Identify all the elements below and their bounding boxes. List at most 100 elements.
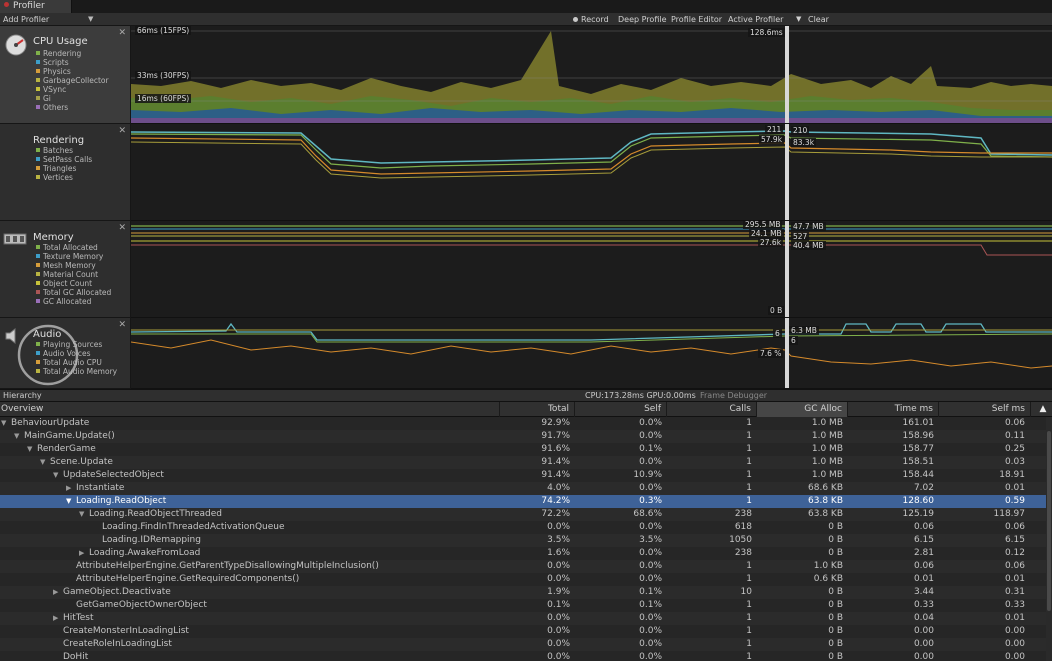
memory-lane-label[interactable]: Memory ✕ Total Allocated Texture Memory … — [0, 221, 131, 318]
legend-item[interactable]: Object Count — [36, 279, 111, 288]
table-row[interactable]: ▶ HitTest 0.0% 0.0% 1 0 B 0.04 0.01 — [0, 612, 1052, 625]
profile-editor-button[interactable]: Profile Editor — [671, 15, 723, 24]
add-profiler-dropdown[interactable]: Add Profiler — [3, 15, 50, 24]
cpu-usage-graph[interactable]: 66ms (15FPS) 33ms (30FPS) 16ms (60FPS) 1… — [131, 26, 1052, 124]
frame-debugger-button[interactable]: Frame Debugger — [700, 391, 768, 400]
collapsed-triangle-icon[interactable]: ▶ — [53, 588, 59, 596]
column-header-time-ms[interactable]: Time ms — [848, 402, 939, 417]
column-header-overview[interactable]: Overview — [0, 402, 500, 417]
table-row[interactable]: CreateRoleInLoadingList 0.0% 0.0% 1 0 B 0.00 0… — [0, 638, 1052, 651]
legend-item[interactable]: GC Allocated — [36, 297, 111, 306]
profiler-tab[interactable]: Profiler — [0, 0, 72, 13]
expanded-triangle-icon[interactable]: ▼ — [14, 432, 20, 440]
cpu-usage-lane-label[interactable]: CPU Usage ✕ Rendering Scripts Physics Ga… — [0, 26, 131, 124]
sort-ascending-icon[interactable]: ▲ — [1039, 404, 1047, 414]
row-self-cell: 0.0% — [639, 639, 662, 649]
collapsed-triangle-icon[interactable]: ▶ — [79, 549, 85, 557]
audio-lane-label[interactable]: Audio ✕ Playing Sources Audio Voices Tot… — [0, 318, 131, 389]
expanded-triangle-icon[interactable]: ▼ — [79, 510, 85, 518]
legend-item[interactable]: Rendering — [36, 49, 109, 58]
row-calls-cell: 1 — [746, 483, 752, 493]
legend-item[interactable]: Physics — [36, 67, 109, 76]
expanded-triangle-icon[interactable]: ▼ — [1, 419, 7, 427]
table-row[interactable]: CreateMonsterInLoadingList 0.0% 0.0% 1 0 B 0.… — [0, 625, 1052, 638]
legend-item[interactable]: Texture Memory — [36, 252, 111, 261]
column-header-self-ms[interactable]: Self ms — [939, 402, 1031, 417]
table-row[interactable]: ▶ Instantiate 4.0% 0.0% 1 68.6 KB 7.02 0.01 — [0, 482, 1052, 495]
row-time-ms-cell: 0.06 — [913, 561, 934, 571]
cpu-lane-close-icon[interactable]: ✕ — [118, 28, 126, 38]
legend-item[interactable]: VSync — [36, 85, 109, 94]
legend-item[interactable]: Triangles — [36, 164, 92, 173]
table-row[interactable]: ▼ Scene.Update 91.4% 0.0% 1 1.0 MB 158.51 0.03 — [0, 456, 1052, 469]
rendering-graph[interactable]: 211 57.9k 210 83.3k — [131, 124, 1052, 221]
scrollbar-thumb[interactable] — [1047, 431, 1051, 611]
rendering-lane-label[interactable]: Rendering ✕ Batches SetPass Calls Triang… — [0, 124, 131, 221]
row-name-cell: ▶ HitTest — [0, 612, 500, 625]
active-profiler-arrow-icon[interactable]: ▼ — [796, 15, 802, 23]
active-profiler-dropdown[interactable]: Active Profiler — [728, 15, 784, 24]
audio-title: Audio — [33, 329, 62, 340]
expanded-triangle-icon[interactable]: ▼ — [40, 458, 46, 466]
legend-item[interactable]: SetPass Calls — [36, 155, 92, 164]
deep-profile-button[interactable]: Deep Profile — [618, 15, 667, 24]
legend-item[interactable]: Playing Sources — [36, 340, 117, 349]
legend-item[interactable]: Scripts — [36, 58, 109, 67]
legend-item[interactable]: Total Audio CPU — [36, 358, 117, 367]
view-mode-dropdown[interactable]: Hierarchy — [3, 391, 42, 400]
legend-swatch — [36, 166, 40, 170]
row-name-cell: CreateMonsterInLoadingList — [0, 625, 500, 638]
memory-lane-close-icon[interactable]: ✕ — [118, 223, 126, 233]
collapsed-triangle-icon[interactable]: ▶ — [53, 614, 59, 622]
legend-item[interactable]: Batches — [36, 146, 92, 155]
legend-item[interactable]: Total GC Allocated — [36, 288, 111, 297]
expanded-triangle-icon[interactable]: ▼ — [53, 471, 59, 479]
table-row[interactable]: ▼ Loading.ReadObjectThreaded 72.2% 68.6% 238… — [0, 508, 1052, 521]
frame-cursor — [785, 124, 789, 220]
legend-item[interactable]: Audio Voices — [36, 349, 117, 358]
legend-item[interactable]: Total Allocated — [36, 243, 111, 252]
table-row[interactable]: AttributeHelperEngine.GetParentTypeDisal… — [0, 560, 1052, 573]
legend-item[interactable]: Others — [36, 103, 109, 112]
row-gc-alloc-cell: 0 B — [828, 535, 843, 545]
table-row[interactable]: ▼ BehaviourUpdate 92.9% 0.0% 1 1.0 MB 161.01 0.… — [0, 417, 1052, 430]
table-row[interactable]: ▶ GameObject.Deactivate 1.9% 0.1% 10 0 B 3.44 0… — [0, 586, 1052, 599]
record-button[interactable]: Record — [573, 13, 609, 26]
legend-item[interactable]: Total Audio Memory — [36, 367, 117, 376]
legend-item[interactable]: Mesh Memory — [36, 261, 111, 270]
column-header-self[interactable]: Self — [575, 402, 667, 417]
memory-value: 0 B — [768, 306, 785, 315]
table-row[interactable]: AttributeHelperEngine.GetRequiredCompone… — [0, 573, 1052, 586]
vertical-scrollbar[interactable] — [1046, 417, 1052, 661]
column-header-gc-alloc[interactable]: GC Alloc — [757, 402, 848, 417]
audio-plot — [131, 318, 1052, 388]
table-row[interactable]: ▼ MainGame.Update() 91.7% 0.0% 1 1.0 MB 158.96… — [0, 430, 1052, 443]
table-row[interactable]: Loading.IDRemapping 3.5% 3.5% 1050 0 B 6.15 6.… — [0, 534, 1052, 547]
column-header-calls[interactable]: Calls — [667, 402, 757, 417]
table-row[interactable]: ▶ Loading.AwakeFromLoad 1.6% 0.0% 238 0 B 2.81… — [0, 547, 1052, 560]
legend-item[interactable]: Gi — [36, 94, 109, 103]
frame-cursor — [785, 26, 789, 123]
table-row[interactable]: ▼ RenderGame 91.6% 0.1% 1 1.0 MB 158.77 0.25 — [0, 443, 1052, 456]
memory-graph[interactable]: 295.5 MB 24.1 MB 27.6k 0 B 47.7 MB 527 4… — [131, 221, 1052, 318]
memory-line-gc — [131, 244, 1052, 256]
table-row[interactable]: ▼ Loading.ReadObject 74.2% 0.3% 1 63.8 KB 128.… — [0, 495, 1052, 508]
table-row[interactable]: Loading.FindInThreadedActivationQueue 0.0… — [0, 521, 1052, 534]
expanded-triangle-icon[interactable]: ▼ — [27, 445, 33, 453]
table-row[interactable]: GetGameObjectOwnerObject 0.1% 0.1% 1 0 B 0.33… — [0, 599, 1052, 612]
expanded-triangle-icon[interactable]: ▼ — [66, 497, 72, 505]
table-row[interactable]: ▼ UpdateSelectedObject 91.4% 10.9% 1 1.0 MB 15… — [0, 469, 1052, 482]
legend-item[interactable]: GarbageCollector — [36, 76, 109, 85]
legend-item[interactable]: Material Count — [36, 270, 111, 279]
row-gc-alloc-cell: 1.0 MB — [811, 470, 843, 480]
row-total-cell: 0.0% — [547, 561, 570, 571]
legend-item[interactable]: Vertices — [36, 173, 92, 182]
column-header-total[interactable]: Total — [500, 402, 575, 417]
audio-lane-close-icon[interactable]: ✕ — [118, 320, 126, 330]
add-profiler-arrow-icon[interactable]: ▼ — [88, 15, 94, 23]
collapsed-triangle-icon[interactable]: ▶ — [66, 484, 72, 492]
audio-graph[interactable]: 6 7.6 % 6.3 MB 6 — [131, 318, 1052, 389]
clear-button[interactable]: Clear — [808, 15, 829, 24]
table-row[interactable]: DoHit 0.0% 0.0% 1 0 B 0.00 0.00 — [0, 651, 1052, 661]
rendering-lane-close-icon[interactable]: ✕ — [118, 126, 126, 136]
